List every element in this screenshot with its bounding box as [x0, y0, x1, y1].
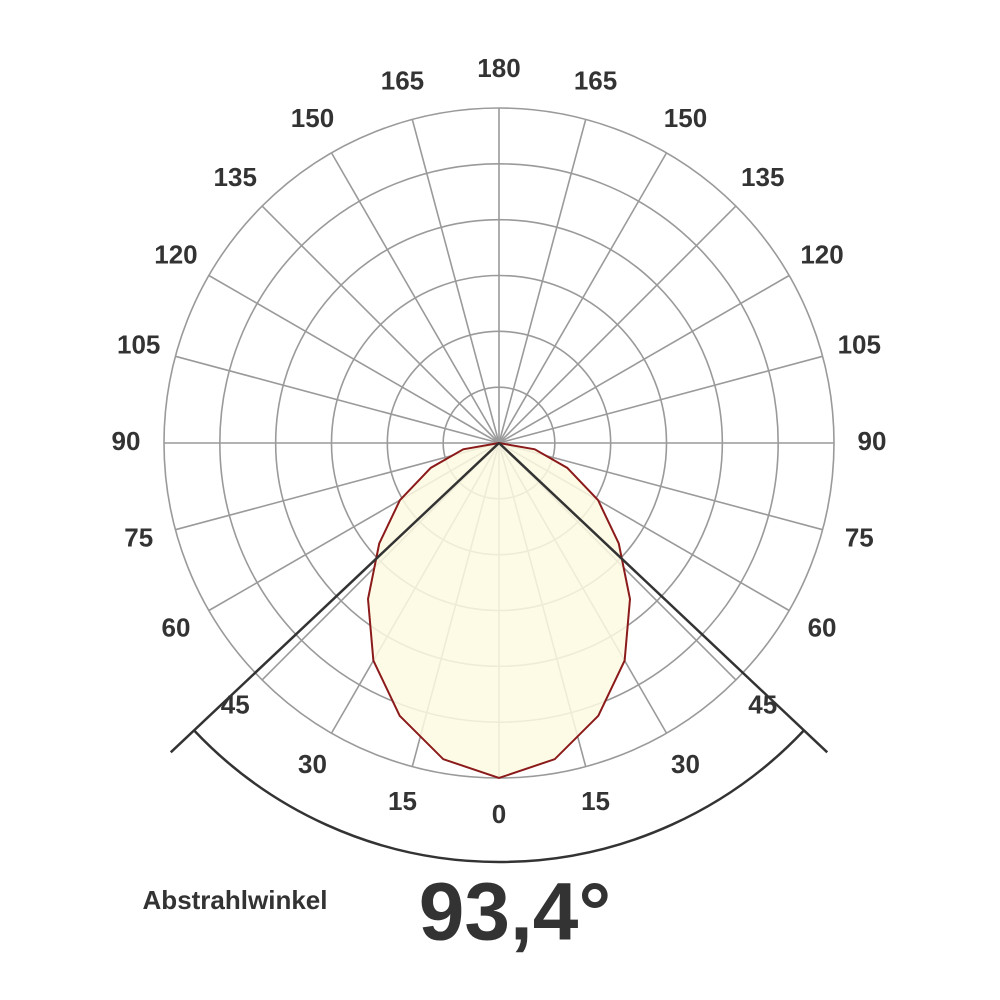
annotation: Abstrahlwinkel — [143, 885, 328, 915]
theta-tick-label: 15 — [388, 786, 417, 816]
theta-tick-label: 75 — [845, 522, 874, 552]
theta-tick-label: 120 — [154, 239, 197, 269]
theta-tick-label: 60 — [162, 612, 191, 642]
grid-spoke — [411, 119, 500, 444]
grid-spoke — [330, 152, 500, 444]
theta-tick-label: 135 — [741, 162, 784, 192]
grid-spoke — [498, 355, 823, 444]
theta-tick-label: 150 — [664, 103, 707, 133]
plot — [169, 441, 829, 864]
intensity-curve — [367, 441, 631, 780]
theta-tick-label: 165 — [574, 66, 617, 96]
theta-tick-label: 15 — [581, 786, 610, 816]
theta-tick-label: 0 — [492, 799, 506, 829]
beam-angle-label: 93,4° — [419, 867, 611, 958]
beam-arc — [193, 729, 805, 864]
theta-tick-label: 105 — [838, 329, 881, 359]
theta-tick-label: 165 — [381, 66, 424, 96]
grid-spoke — [498, 119, 587, 444]
theta-tick-label: 150 — [291, 103, 334, 133]
theta-tick-label: 135 — [214, 162, 257, 192]
labels: 0 15 15 30 30 45 45 60 60 75 75 90 90 105 105 120 120 135… — [112, 53, 887, 829]
theta-tick-label: 30 — [671, 749, 700, 779]
theta-tick-label: 45 — [221, 690, 250, 720]
grid-spoke — [498, 442, 823, 531]
grid-spoke — [175, 355, 500, 444]
grid-spoke — [498, 152, 668, 444]
grid-spoke — [208, 274, 500, 444]
grid-spoke — [261, 205, 500, 444]
theta-tick-label: 60 — [808, 612, 837, 642]
beam-line — [498, 442, 829, 754]
grid-spoke — [498, 205, 737, 444]
theta-tick-label: 30 — [298, 749, 327, 779]
theta-tick-label: 120 — [800, 239, 843, 269]
theta-tick-label: 180 — [477, 53, 520, 83]
grid-spoke — [175, 442, 500, 531]
theta-tick-label: 45 — [748, 690, 777, 720]
theta-tick-label: 105 — [117, 329, 160, 359]
theta-tick-label: 75 — [124, 522, 153, 552]
beam-line — [169, 442, 500, 754]
theta-tick-label: 90 — [858, 426, 887, 456]
grid-spoke — [498, 274, 790, 444]
theta-tick-label: 90 — [112, 426, 141, 456]
